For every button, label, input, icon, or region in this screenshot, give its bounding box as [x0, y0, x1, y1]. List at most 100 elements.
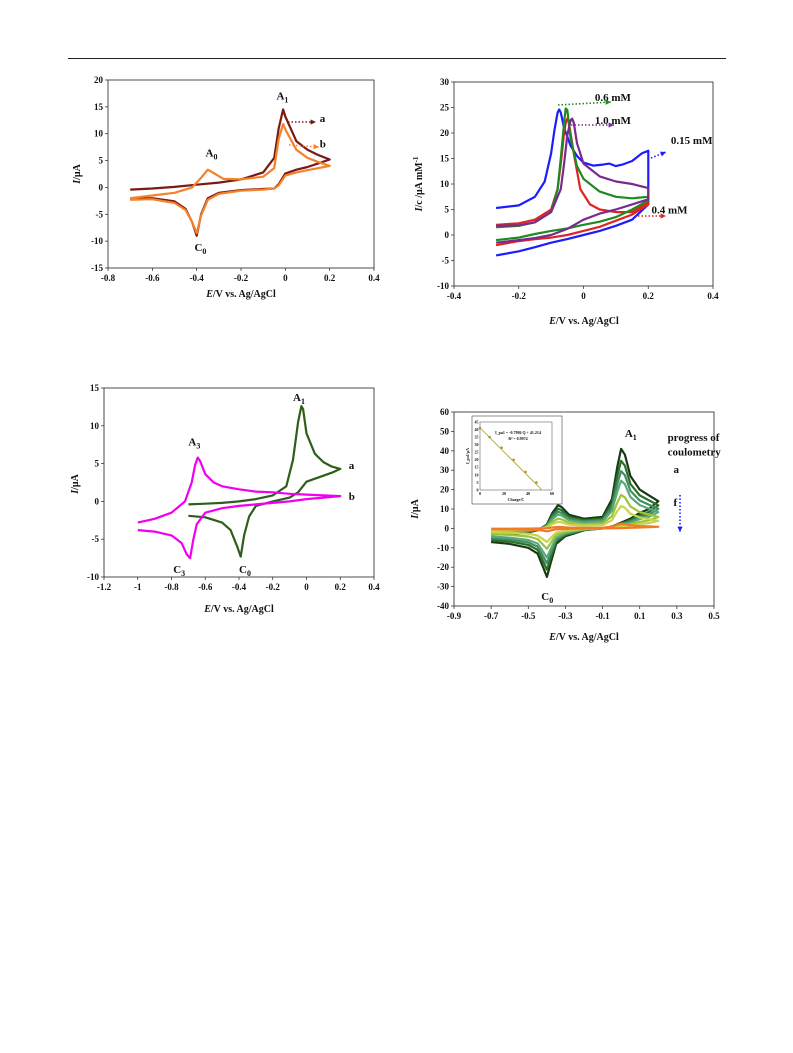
plot-frame	[453, 81, 714, 287]
x-tick-label: -0.7	[484, 611, 499, 621]
y-tick-label: 0	[99, 182, 104, 192]
arrow-head	[660, 151, 666, 157]
y-tick-label: 20	[440, 485, 450, 495]
inset-y-tick: 10	[475, 472, 479, 477]
y-tick-label: -20	[437, 562, 449, 572]
annotation-label: A1	[293, 392, 305, 406]
y-tick-label: 25	[440, 103, 450, 113]
y-tick-label: -40	[437, 601, 449, 611]
cv-series-3	[491, 469, 660, 565]
x-tick-label: 0.4	[707, 291, 719, 301]
annotation-label: 0.4 mM	[651, 205, 688, 217]
y-tick-label: 0	[445, 230, 450, 240]
inset-y-tick: 25	[475, 450, 479, 455]
x-tick-label: -0.4	[447, 291, 462, 301]
inset-point	[500, 446, 503, 449]
inset-frame	[479, 421, 553, 491]
y-tick-label: 5	[95, 459, 100, 469]
y-tick-label: -10	[437, 281, 449, 291]
y-axis-label: I/μA	[70, 473, 81, 494]
annotation-label: A0	[206, 147, 218, 161]
y-tick-label: 50	[440, 426, 450, 436]
inset-x-tick: 0	[479, 491, 481, 496]
annotation-label: 1.0 mM	[595, 115, 632, 127]
x-tick-label: -0.9	[447, 611, 462, 621]
inset-y-tick: 35	[475, 435, 479, 440]
inset-y-tick: 20	[475, 457, 479, 462]
y-tick-label: 20	[94, 75, 104, 85]
x-tick-label: 0.3	[671, 611, 683, 621]
arrow-head	[605, 99, 611, 105]
inset-x-label: Charge/C	[508, 497, 525, 502]
inset-x-tick: 60	[550, 491, 554, 496]
y-tick-label: 10	[94, 129, 104, 139]
y-tick-label: 30	[440, 77, 450, 87]
x-tick-label: 0	[304, 582, 309, 592]
y-tick-label: 60	[440, 407, 450, 417]
cv-series-1	[490, 447, 660, 578]
y-tick-label: -5	[92, 534, 100, 544]
cv-chart-3: -1.2 -1 -0.8 -0.6 -0.4 -0.2 0 0.2 0.4 -10 -5 0 5 10 15…	[70, 383, 380, 615]
cv-series-5	[491, 493, 660, 550]
arrow-head	[313, 144, 319, 150]
y-tick-label: 15	[90, 383, 100, 393]
y-tick-label: 40	[440, 446, 450, 456]
y-tick-label: 5	[99, 156, 104, 166]
y-tick-label: 20	[440, 128, 450, 138]
inset-point	[478, 426, 482, 430]
annotation-label: a	[320, 113, 326, 125]
inset-box	[471, 415, 563, 505]
x-tick-label: 0.5	[708, 611, 720, 621]
x-tick-label: -0.8	[164, 582, 179, 592]
x-tick-label: 0.1	[634, 611, 646, 621]
inset-x-tick: 40	[526, 491, 530, 496]
annotation-label: coulometry	[668, 447, 722, 459]
x-tick-label: -1.2	[97, 582, 112, 592]
inset-r2: R² = 0.9974	[508, 436, 527, 441]
x-axis-label: E/V vs. Ag/AgCl	[548, 316, 619, 327]
inset-y-label: I_pa1/μA	[465, 448, 470, 464]
x-tick-label: -0.2	[234, 273, 249, 283]
annotation-label: a	[674, 464, 680, 476]
inset-y-tick: 30	[475, 442, 479, 447]
annotation-label: C3	[173, 564, 185, 578]
inset-y-tick: 45	[475, 419, 479, 424]
x-tick-label: -0.4	[190, 273, 205, 283]
plot-frame	[107, 79, 375, 269]
annotation-label: a	[349, 460, 355, 472]
arrow-head	[608, 122, 614, 128]
cv-series-4	[491, 479, 660, 559]
x-axis-label: E/V vs. Ag/AgCl	[205, 289, 276, 300]
annotation-label: 0.6 mM	[595, 92, 632, 104]
annotation-label: b	[320, 139, 326, 151]
y-tick-label: 10	[90, 421, 100, 431]
x-axis-label: E/V vs. Ag/AgCl	[548, 632, 619, 643]
cv-series-2	[137, 456, 342, 560]
annotation-label: 0.15 mM	[671, 135, 713, 147]
x-tick-label: -0.2	[512, 291, 527, 301]
y-tick-label: -15	[91, 263, 103, 273]
annotation-label: b	[349, 491, 355, 503]
x-tick-label: -0.6	[145, 273, 160, 283]
cv-chart-4: -0.9 -0.7 -0.5 -0.3 -0.1 0.1 0.3 0.5 -40 -30 -20 -1…	[410, 407, 722, 643]
cv-chart-2: -0.4 -0.2 0 0.2 0.4 -10 -5 0 5 10 15 20 25 30 0.6 mM 1…	[412, 77, 719, 327]
cv-series-3	[495, 107, 650, 242]
y-tick-label: 15	[94, 102, 104, 112]
inset-x-tick: 20	[502, 491, 506, 496]
x-tick-label: 0	[581, 291, 586, 301]
y-tick-label: 10	[440, 179, 450, 189]
annotation-label: A1	[625, 428, 637, 442]
y-tick-label: 5	[445, 205, 450, 215]
inset-point	[524, 470, 527, 474]
x-tick-label: -0.2	[266, 582, 281, 592]
annotation-label: C0	[239, 564, 251, 578]
y-tick-label: 0	[95, 496, 100, 506]
dotted-arrow	[650, 151, 667, 159]
x-tick-label: -0.1	[595, 611, 610, 621]
x-tick-label: -0.4	[232, 582, 247, 592]
x-tick-label: 0.2	[643, 291, 655, 301]
annotation-label: C0	[541, 591, 553, 605]
x-tick-label: 0.2	[335, 582, 347, 592]
annotation-label: A1	[276, 90, 288, 104]
cv-series-2	[130, 122, 331, 235]
